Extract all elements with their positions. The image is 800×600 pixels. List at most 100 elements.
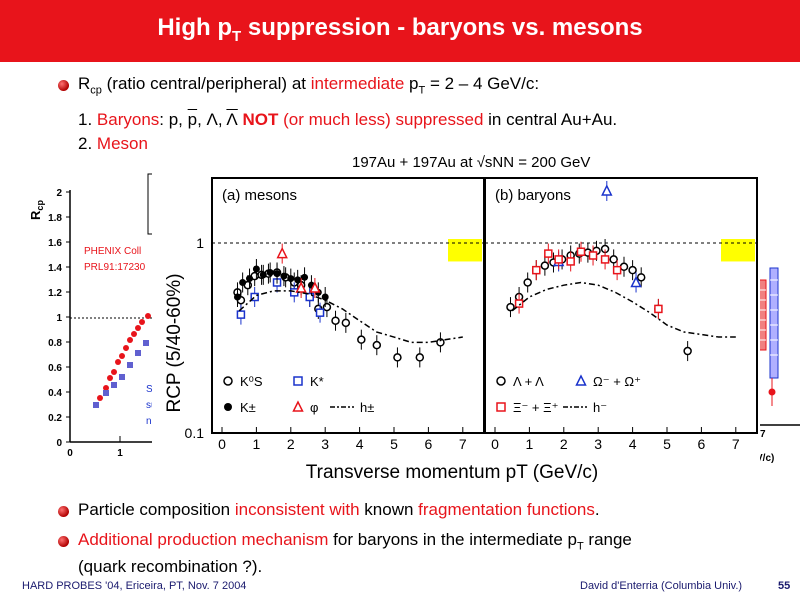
left-ytick-label: 2: [56, 188, 62, 199]
data-point: [236, 310, 246, 319]
xtick-label: 1: [253, 436, 261, 452]
data-point: [619, 262, 629, 272]
right-xtick: 7: [760, 429, 766, 440]
left-red-points: [97, 313, 151, 401]
data-point: [287, 275, 295, 283]
data-point: [532, 265, 541, 275]
series-h−: [511, 281, 736, 338]
figure-ylabel: RCP (5/40-60%): [164, 273, 185, 412]
legend-label: Λ + Λ: [513, 374, 544, 389]
bottom-line-3: (quark recombination ?).: [78, 557, 263, 576]
data-point: [630, 275, 642, 288]
data-point: [544, 249, 553, 258]
item-mesons: 2. Meson: [78, 134, 148, 153]
left-xtick-1: 1: [117, 448, 123, 459]
phenix-label-1: PHENIX Coll: [84, 246, 141, 257]
data-point: [600, 255, 610, 264]
xtick-label: 2: [287, 436, 295, 452]
xtick-label: 4: [629, 436, 637, 452]
xtick-label: 5: [663, 436, 671, 452]
data-point: [506, 302, 515, 312]
xtick-label: 5: [390, 436, 398, 452]
bottom-line-2: Additional production mechanism for bary…: [78, 530, 632, 553]
data-point: [588, 251, 598, 260]
xtick-label: 0: [218, 436, 226, 452]
data-point: [233, 293, 241, 301]
data-point: [266, 268, 274, 276]
left-ytick-label: 0.6: [48, 363, 62, 374]
rcp-figure: 197Au + 197Au at √sNN = 200 GeV RCP (5/4…: [152, 148, 760, 486]
panel-label: (a) mesons: [222, 187, 297, 204]
legend-label: Ω⁻ + Ω⁺: [593, 374, 641, 389]
data-point: [372, 340, 382, 350]
data-point: [301, 273, 309, 281]
left-ytick-label: 0.8: [48, 338, 62, 349]
data-point: [331, 316, 340, 325]
right-xlabel: V/c): [756, 453, 774, 464]
xtick-label: 3: [321, 436, 329, 452]
data-point: [540, 261, 550, 270]
data-point: [636, 273, 646, 282]
curve-h−: [511, 281, 736, 338]
legend-marker: [496, 376, 506, 386]
data-point: [523, 278, 532, 287]
left-ytick-label: 1.4: [48, 263, 62, 274]
bullet-icon: [58, 536, 69, 547]
series-φ: [276, 243, 321, 298]
legend-label: Ξ⁻ + Ξ⁺: [513, 400, 558, 415]
data-point: [276, 246, 288, 259]
left-note-3: nu: [146, 416, 157, 427]
data-point: [322, 302, 332, 312]
phenix-label-2: PRL91:17230: [84, 262, 146, 273]
legend-label: K*: [310, 374, 324, 389]
panel-mesons: 0.1 1 0 1 2 3 4 5 6 7 (a) mesons K⁰S K* K± φ h±: [185, 177, 485, 452]
item-baryons: 1. Baryons: p, p, Λ, Λ NOT (or much less…: [78, 110, 618, 129]
legend: K⁰S K* K± φ h±: [223, 374, 374, 415]
right-hatched-band-blue: [769, 267, 779, 379]
intro-line: Rcp (ratio central/peripheral) at interm…: [78, 74, 540, 97]
left-note-2: su: [146, 400, 157, 411]
figure-xlabel: Transverse momentum pT (GeV/c): [306, 462, 598, 483]
left-ytick-label: 0.2: [48, 413, 62, 424]
title-bar: [0, 0, 800, 62]
data-point: [294, 276, 302, 284]
legend-marker: [292, 400, 304, 412]
data-point: [393, 353, 402, 362]
title-subscript: T: [232, 27, 242, 45]
data-point: [246, 275, 254, 283]
left-blue-points: [93, 340, 149, 408]
left-ylabel: Rcp: [28, 200, 45, 220]
data-point: [259, 271, 267, 279]
xtick-label: 0: [491, 436, 499, 452]
xtick-label: 1: [526, 436, 534, 452]
data-point: [250, 292, 259, 302]
xtick-label: 2: [560, 436, 568, 452]
legend-marker: [575, 374, 587, 386]
data-point: [683, 346, 692, 356]
legend: Λ + Λ Ω⁻ + Ω⁺ Ξ⁻ + Ξ⁺ h⁻: [496, 374, 641, 415]
page-number: 55: [778, 580, 791, 592]
data-point: [554, 255, 563, 264]
left-ytick-label: 1.6: [48, 238, 62, 249]
yellow-band: [721, 239, 755, 262]
xtick-label: 7: [732, 436, 740, 452]
left-ytick-label: 1.8: [48, 213, 62, 224]
xtick-label: 3: [594, 436, 602, 452]
data-point: [280, 272, 288, 280]
footer-left: HARD PROBES '04, Ericeira, PT, Nov. 7 20…: [22, 580, 247, 592]
panel-baryons: 0 1 2 3 4 5 6 7 (b) baryons Λ + Λ Ω⁻ + Ω⁺ Ξ⁻ + Ξ⁺ h⁻: [484, 177, 758, 452]
xtick-label: 4: [356, 436, 364, 452]
legend-label: h±: [360, 400, 374, 415]
xtick-label: 6: [425, 436, 433, 452]
data-point: [612, 265, 622, 275]
slide-title: High pT suppression - baryons vs. mesons: [0, 14, 800, 45]
left-ytick-label: 1.2: [48, 288, 62, 299]
yellow-band: [448, 239, 482, 262]
data-point: [415, 353, 425, 362]
ytick-label: 0.1: [185, 425, 205, 441]
bullet-icon: [58, 80, 69, 91]
left-ytick-label: 0: [56, 438, 62, 449]
legend-marker: [496, 402, 506, 412]
bullet-icon: [58, 506, 69, 517]
panel-frame: [211, 177, 485, 434]
